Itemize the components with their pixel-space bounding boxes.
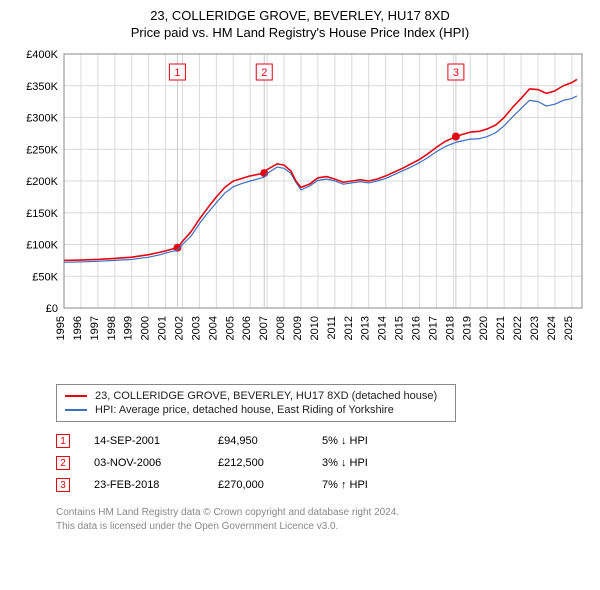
transaction-date: 14-SEP-2001 — [94, 435, 194, 447]
svg-text:1995: 1995 — [55, 316, 67, 340]
transaction-row: 3 23-FEB-2018 £270,000 7% ↑ HPI — [56, 474, 588, 496]
svg-text:2022: 2022 — [512, 316, 524, 340]
svg-text:2003: 2003 — [190, 316, 202, 340]
attribution-line2: This data is licensed under the Open Gov… — [56, 520, 588, 534]
svg-text:2013: 2013 — [360, 316, 372, 340]
legend-row: HPI: Average price, detached house, East… — [65, 403, 447, 417]
svg-text:2005: 2005 — [224, 316, 236, 340]
svg-text:2015: 2015 — [394, 316, 406, 340]
svg-text:£50K: £50K — [32, 271, 58, 283]
svg-text:2023: 2023 — [529, 316, 541, 340]
svg-text:£200K: £200K — [26, 176, 58, 188]
svg-text:2004: 2004 — [207, 316, 219, 340]
svg-text:2009: 2009 — [292, 316, 304, 340]
legend-box: 23, COLLERIDGE GROVE, BEVERLEY, HU17 8XD… — [56, 384, 456, 422]
transactions-table: 1 14-SEP-2001 £94,950 5% ↓ HPI 2 03-NOV-2006 £… — [56, 430, 588, 496]
attribution-line1: Contains HM Land Registry data © Crown c… — [56, 506, 588, 520]
svg-text:1998: 1998 — [106, 316, 118, 340]
svg-text:£400K: £400K — [26, 49, 58, 61]
svg-text:£250K: £250K — [26, 144, 58, 156]
transaction-price: £94,950 — [218, 435, 298, 447]
svg-text:1999: 1999 — [123, 316, 135, 340]
svg-text:2020: 2020 — [478, 316, 490, 340]
svg-text:3: 3 — [453, 67, 459, 79]
legend-swatch-hpi — [65, 409, 87, 411]
svg-text:2006: 2006 — [241, 316, 253, 340]
transaction-row: 2 03-NOV-2006 £212,500 3% ↓ HPI — [56, 452, 588, 474]
attribution-block: Contains HM Land Registry data © Crown c… — [56, 506, 588, 533]
transaction-date: 03-NOV-2006 — [94, 457, 194, 469]
svg-text:1996: 1996 — [72, 316, 84, 340]
svg-text:1: 1 — [174, 67, 180, 79]
title-subtitle: Price paid vs. HM Land Registry's House … — [12, 25, 588, 40]
transaction-marker: 3 — [56, 478, 70, 492]
legend-label-property: 23, COLLERIDGE GROVE, BEVERLEY, HU17 8XD… — [95, 390, 437, 402]
legend-swatch-property — [65, 395, 87, 397]
svg-text:2001: 2001 — [157, 316, 169, 340]
svg-text:£0: £0 — [46, 303, 58, 315]
legend-label-hpi: HPI: Average price, detached house, East… — [95, 404, 394, 416]
svg-text:2010: 2010 — [309, 316, 321, 340]
svg-text:2007: 2007 — [258, 316, 270, 340]
svg-text:2014: 2014 — [377, 316, 389, 340]
svg-text:2025: 2025 — [563, 316, 575, 340]
svg-text:£150K: £150K — [26, 208, 58, 220]
chart-container: 23, COLLERIDGE GROVE, BEVERLEY, HU17 8XD… — [0, 0, 600, 543]
svg-text:2002: 2002 — [173, 316, 185, 340]
svg-text:2: 2 — [261, 67, 267, 79]
transaction-marker: 2 — [56, 456, 70, 470]
transaction-hpi: 7% ↑ HPI — [322, 479, 368, 491]
svg-text:2011: 2011 — [326, 316, 338, 340]
svg-text:2012: 2012 — [343, 316, 355, 340]
transaction-date: 23-FEB-2018 — [94, 479, 194, 491]
title-block: 23, COLLERIDGE GROVE, BEVERLEY, HU17 8XD… — [12, 8, 588, 40]
svg-text:2000: 2000 — [140, 316, 152, 340]
svg-text:2018: 2018 — [444, 316, 456, 340]
transaction-price: £212,500 — [218, 457, 298, 469]
chart-svg: £0 £50K £100K £150K £200K £250K £300K £350K £400… — [12, 48, 588, 378]
title-address: 23, COLLERIDGE GROVE, BEVERLEY, HU17 8XD — [12, 8, 588, 23]
svg-text:£350K: £350K — [26, 81, 58, 93]
svg-text:2021: 2021 — [495, 316, 507, 340]
svg-text:1997: 1997 — [89, 316, 101, 340]
chart-area: £0 £50K £100K £150K £200K £250K £300K £350K £400… — [12, 48, 588, 378]
svg-text:2019: 2019 — [461, 316, 473, 340]
transaction-price: £270,000 — [218, 479, 298, 491]
transaction-marker: 1 — [56, 434, 70, 448]
transaction-hpi: 3% ↓ HPI — [322, 457, 368, 469]
transaction-row: 1 14-SEP-2001 £94,950 5% ↓ HPI — [56, 430, 588, 452]
svg-text:2016: 2016 — [410, 316, 422, 340]
svg-text:2008: 2008 — [275, 316, 287, 340]
svg-text:2024: 2024 — [546, 316, 558, 340]
svg-text:2017: 2017 — [427, 316, 439, 340]
legend-row: 23, COLLERIDGE GROVE, BEVERLEY, HU17 8XD… — [65, 389, 447, 403]
svg-text:£100K: £100K — [26, 240, 58, 252]
transaction-hpi: 5% ↓ HPI — [322, 435, 368, 447]
svg-text:£300K: £300K — [26, 113, 58, 125]
